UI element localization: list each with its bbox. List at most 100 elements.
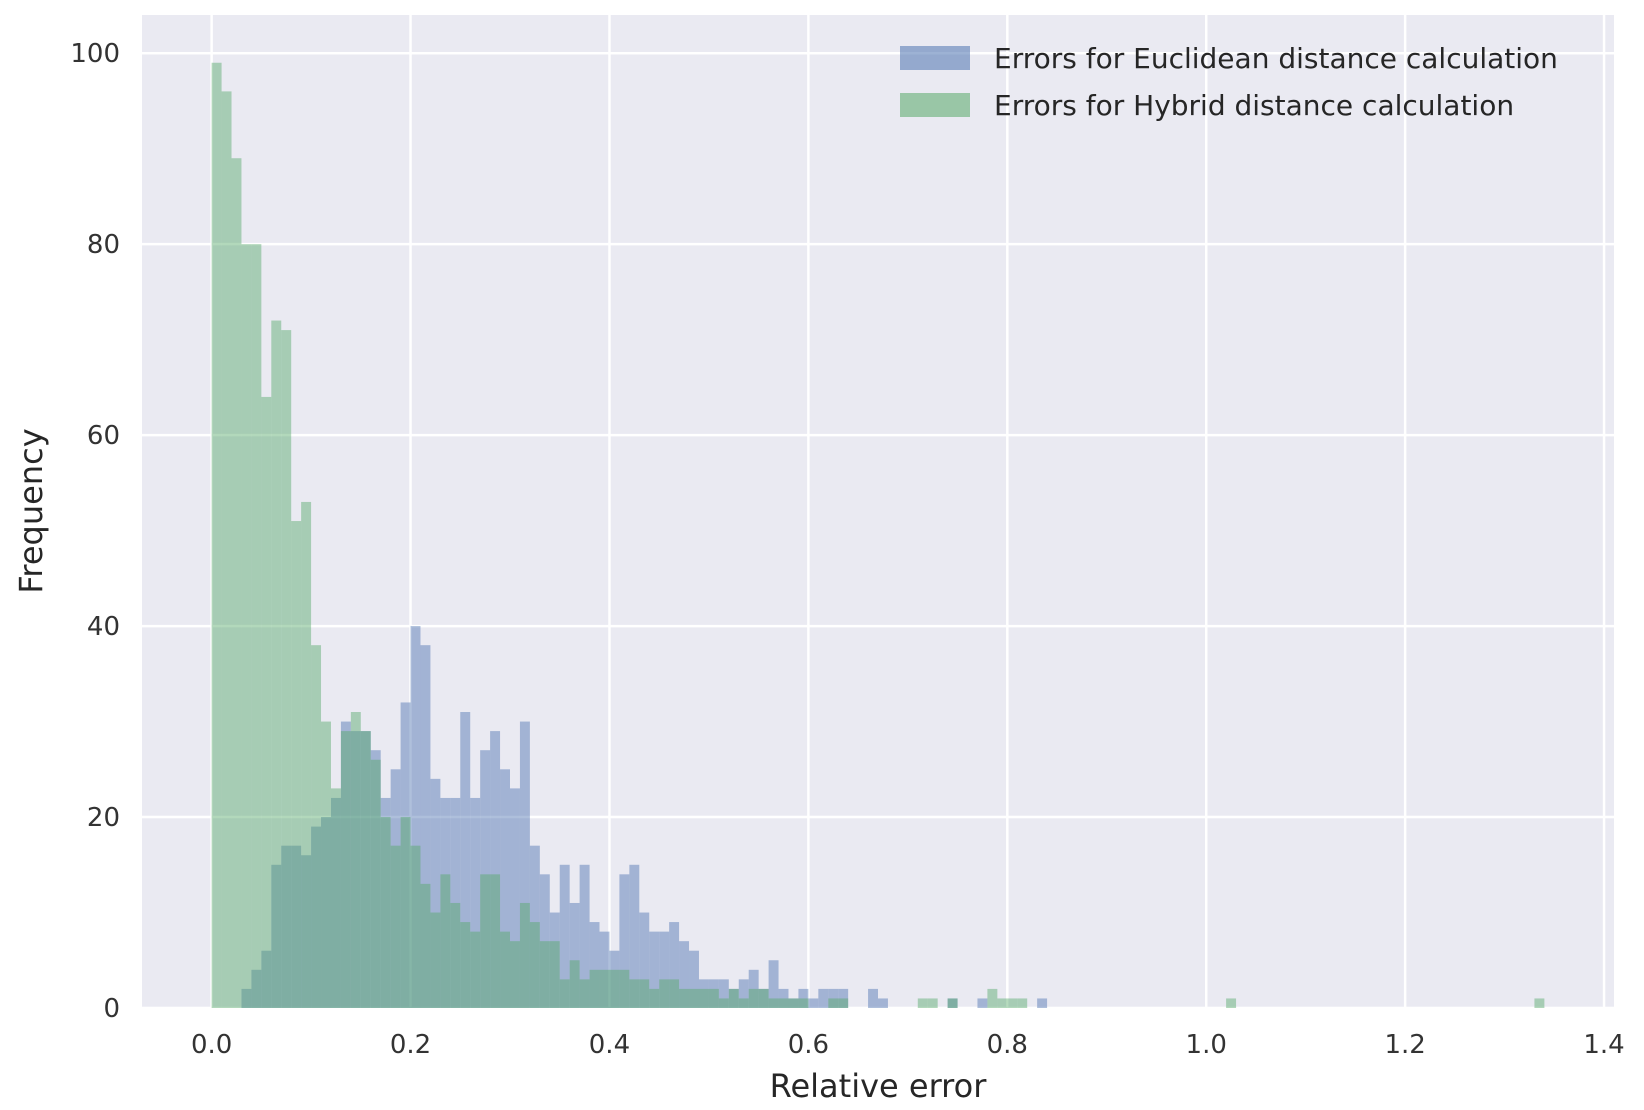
histogram-bar	[370, 759, 381, 1008]
histogram-bar	[330, 788, 341, 1008]
histogram-bar	[440, 797, 451, 1008]
grid-lines	[142, 15, 1614, 1010]
histogram-bar	[510, 788, 520, 1008]
histogram-bar	[271, 864, 282, 1008]
histogram-bar	[559, 979, 570, 1008]
histogram-bar	[539, 874, 550, 1008]
histogram-bar	[639, 979, 650, 1008]
histogram-bar	[798, 998, 809, 1008]
histogram-bar	[748, 969, 759, 1008]
histogram-bar	[390, 845, 401, 1008]
x-tick-label: 0.4	[589, 1030, 630, 1060]
histogram-bar	[350, 731, 361, 1008]
x-tick-label: 1.4	[1583, 1030, 1624, 1060]
histogram-bar	[440, 874, 451, 1008]
histogram-bar	[1007, 998, 1018, 1008]
histogram-bar	[460, 712, 471, 1008]
histogram-bar	[321, 721, 331, 1008]
histogram-bar	[500, 769, 510, 1008]
histogram-bar	[838, 998, 849, 1008]
histogram-bar	[390, 769, 401, 1008]
histogram-bar	[221, 91, 232, 1008]
histogram-bar	[360, 731, 371, 1008]
histogram-bar	[947, 998, 958, 1008]
histogram-bar	[430, 778, 441, 1008]
x-axis-label: Relative error	[770, 1067, 988, 1105]
histogram-bar	[659, 931, 670, 1008]
histogram-bar	[400, 702, 411, 1008]
histogram-bar	[281, 330, 292, 1008]
histogram-bar	[758, 988, 769, 1008]
histogram-bar	[679, 988, 690, 1008]
histogram-bar	[599, 969, 610, 1008]
histogram-bar	[669, 979, 680, 1008]
x-tick-label: 0.0	[191, 1030, 232, 1060]
histogram-bar	[380, 817, 391, 1008]
histogram-bar	[569, 960, 580, 1008]
histogram-bar	[350, 712, 361, 1008]
x-tick-label: 0.6	[788, 1030, 829, 1060]
y-tick-labels: 0 20 40 60 80 100	[70, 39, 120, 1024]
histogram-bar	[529, 922, 540, 1008]
histogram-bar	[639, 912, 650, 1008]
histogram-bar	[927, 998, 938, 1008]
histogram-bar	[629, 864, 640, 1008]
legend-label-euclidean: Errors for Euclidean distance calculatio…	[994, 42, 1558, 75]
legend-swatch-hybrid	[900, 93, 970, 117]
histogram-bar	[480, 750, 491, 1008]
histogram-bar	[549, 941, 560, 1008]
histogram-bar	[480, 874, 491, 1008]
histogram-bar	[271, 320, 282, 1008]
histogram-bar	[370, 750, 381, 1008]
histogram-bar	[211, 62, 222, 1009]
histogram-bar	[669, 922, 680, 1008]
histogram-bar	[698, 979, 709, 1008]
histogram-bar	[589, 922, 600, 1008]
x-tick-label: 0.8	[987, 1030, 1028, 1060]
histogram-bar	[281, 845, 292, 1008]
x-tick-labels: 0.0 0.2 0.4 0.6 0.8 1.0 1.2 1.4	[191, 1030, 1625, 1060]
histogram-bar	[997, 998, 1008, 1008]
histogram-bar	[649, 931, 660, 1008]
histogram-bar	[589, 969, 600, 1008]
x-tick-label: 0.2	[390, 1030, 431, 1060]
histogram-bar	[430, 912, 441, 1008]
histogram-bar	[400, 817, 411, 1008]
series-hybrid-bars	[211, 62, 1545, 1009]
histogram-bar	[738, 979, 749, 1008]
histogram-bar	[708, 979, 719, 1008]
histogram-bar	[251, 969, 262, 1008]
y-tick-label: 40	[87, 612, 120, 642]
histogram-bar	[689, 950, 699, 1008]
plot-background	[142, 15, 1614, 1008]
histogram-bar	[519, 902, 530, 1008]
histogram-bar	[878, 998, 888, 1008]
histogram-bar	[460, 922, 471, 1008]
histogram-bar	[738, 998, 749, 1008]
histogram-bar	[1017, 998, 1028, 1008]
histogram-bar	[659, 979, 670, 1008]
histogram-bar	[340, 721, 351, 1008]
histogram-bar	[609, 969, 620, 1008]
histogram-bar	[828, 998, 839, 1008]
histogram-bar	[330, 797, 341, 1008]
histogram-bar	[311, 645, 322, 1008]
histogram-bar	[559, 864, 570, 1008]
histogram-bar	[251, 244, 262, 1009]
histogram-bar	[291, 845, 302, 1008]
histogram-bar	[868, 988, 878, 1008]
histogram-bar	[728, 988, 739, 1008]
y-tick-label: 100	[70, 39, 120, 69]
histogram-bar	[490, 731, 501, 1008]
histogram-bar	[360, 731, 371, 1008]
histogram-bar	[450, 902, 461, 1008]
histogram-bar	[500, 931, 510, 1008]
histogram-bar	[728, 988, 739, 1008]
histogram-bar	[619, 969, 630, 1008]
histogram-bar	[301, 855, 312, 1008]
histogram-bar	[529, 845, 540, 1008]
histogram-bar	[649, 988, 660, 1008]
histogram-bar	[748, 988, 759, 1008]
histogram-bar	[708, 988, 719, 1008]
histogram-bar	[579, 864, 590, 1008]
